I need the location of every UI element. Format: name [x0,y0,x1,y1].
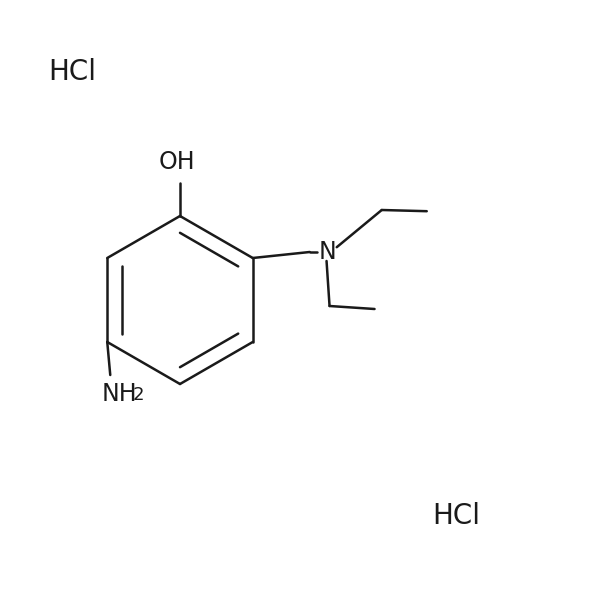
Text: HCl: HCl [48,58,96,86]
Text: HCl: HCl [432,502,480,530]
Text: NH: NH [101,382,137,406]
Text: N: N [319,240,337,264]
Text: OH: OH [158,150,196,174]
Text: 2: 2 [133,386,145,404]
